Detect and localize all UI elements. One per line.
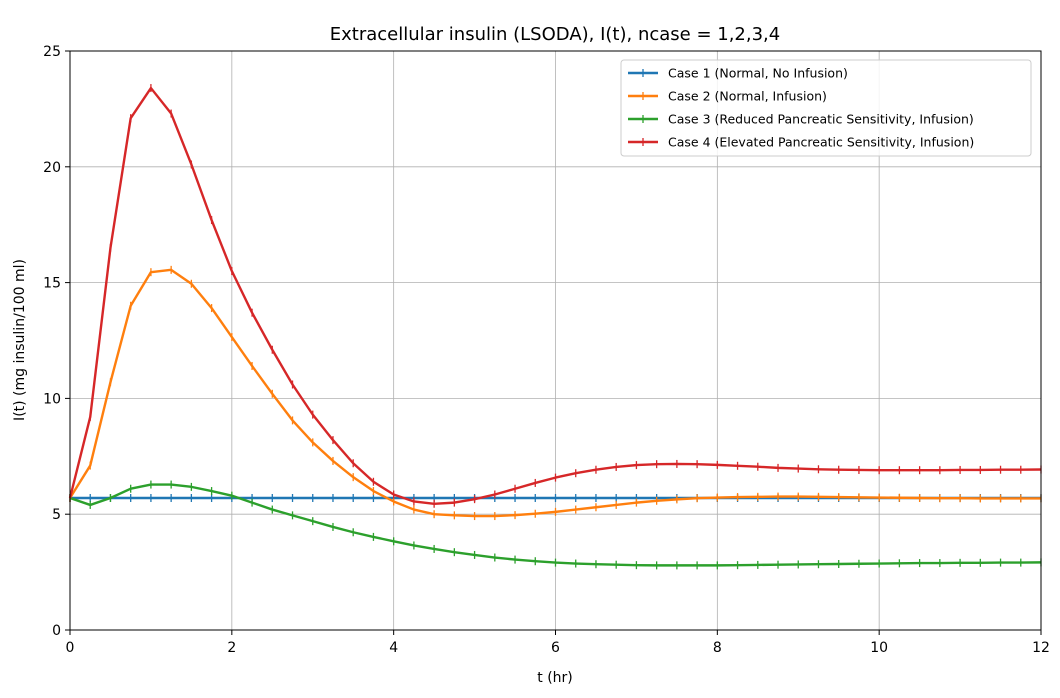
y-axis-label: I(t) (mg insulin/100 ml) xyxy=(12,259,28,421)
x-tick-label: 12 xyxy=(1032,640,1050,656)
x-axis-label: t (hr) xyxy=(537,670,573,686)
y-tick-label: 15 xyxy=(43,276,61,292)
y-tick-label: 25 xyxy=(43,44,61,60)
x-tick-label: 8 xyxy=(713,640,722,656)
x-tick-label: 10 xyxy=(870,640,888,656)
legend-entry: Case 4 (Elevated Pancreatic Sensitivity,… xyxy=(628,135,974,150)
legend-label: Case 2 (Normal, Infusion) xyxy=(668,89,827,104)
x-tick-label: 6 xyxy=(551,640,560,656)
chart-title: Extracellular insulin (LSODA), I(t), nca… xyxy=(330,24,780,45)
x-tick-label: 0 xyxy=(66,640,75,656)
y-tick-label: 0 xyxy=(52,623,61,639)
legend-label: Case 1 (Normal, No Infusion) xyxy=(668,66,848,81)
y-tick-label: 5 xyxy=(52,507,61,523)
legend-entry: Case 2 (Normal, Infusion) xyxy=(628,89,827,104)
x-tick-label: 4 xyxy=(389,640,398,656)
series-case-2 xyxy=(68,265,1042,521)
series-group xyxy=(68,84,1042,570)
series-case-4 xyxy=(68,84,1042,508)
y-tick-label: 20 xyxy=(43,160,61,176)
legend: Case 1 (Normal, No Infusion) Case 2 (Norm… xyxy=(620,59,1032,157)
series-case-3 xyxy=(69,480,1042,570)
legend-entry: Case 1 (Normal, No Infusion) xyxy=(628,66,848,81)
legend-label: Case 4 (Elevated Pancreatic Sensitivity,… xyxy=(668,135,974,150)
y-tick-label: 10 xyxy=(43,391,61,407)
x-tick-label: 2 xyxy=(227,640,236,656)
legend-box xyxy=(620,59,1032,157)
legend-label: Case 3 (Reduced Pancreatic Sensitivity, … xyxy=(668,112,974,127)
axis-ticks: 0 2 4 6 8 10 12 0 5 10 15 20 25 xyxy=(43,44,1050,656)
legend-entry: Case 3 (Reduced Pancreatic Sensitivity, … xyxy=(628,112,974,127)
